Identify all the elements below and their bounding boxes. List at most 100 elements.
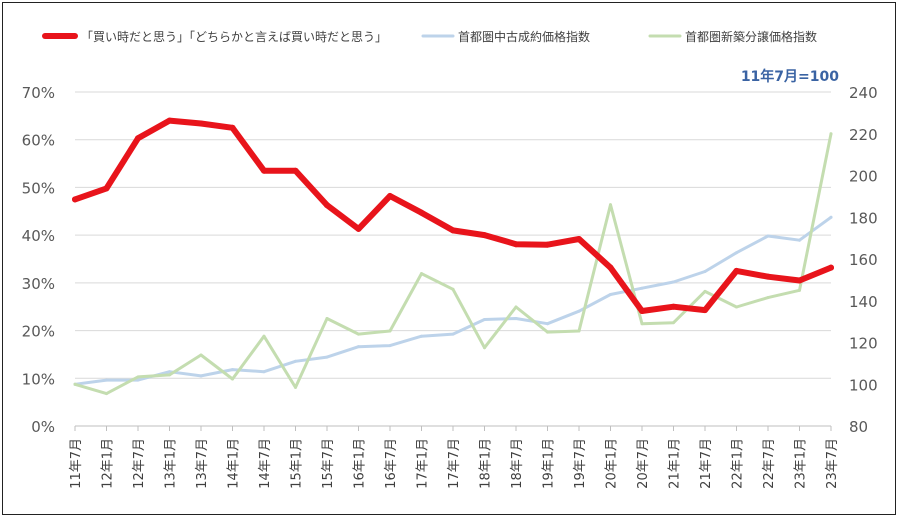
x-tick-label: 11年7月 (69, 438, 84, 489)
data-point (357, 345, 360, 349)
data-point (546, 322, 549, 326)
data-point (135, 135, 141, 142)
data-point (199, 374, 203, 378)
x-tick-label: 22年1月 (731, 438, 746, 489)
data-point (513, 241, 519, 248)
data-point (355, 225, 362, 232)
data-point (640, 286, 644, 290)
data-point (514, 305, 518, 309)
data-point (292, 167, 299, 174)
data-point (576, 235, 582, 242)
x-tick-label: 15年1月 (290, 438, 305, 489)
x-tick-label: 13年1月 (164, 438, 179, 489)
data-point (703, 270, 707, 274)
legend-label: 「買い時だと思う」「どちらかと言えば買い時だと思う」 (81, 30, 387, 44)
right-tick-label: 220 (849, 126, 878, 144)
data-point (609, 292, 612, 296)
data-point (670, 303, 677, 310)
x-tick-label: 20年7月 (636, 438, 651, 489)
series-line (73, 215, 833, 386)
chart-canvas: 「買い時だと思う」「どちらかと言えば買い時だと思う」 首都圏中古成約価格指数 首都圏… (22, 29, 878, 489)
data-point (577, 309, 581, 313)
data-point (261, 167, 267, 174)
data-point (103, 185, 110, 192)
data-point (703, 289, 707, 293)
data-point (481, 232, 488, 239)
index-base-note: 11年7月=100 (741, 68, 839, 85)
data-point (388, 329, 392, 333)
x-tick-label: 18年7月 (510, 438, 525, 489)
x-tick-label: 21年7月 (699, 438, 714, 489)
data-point (798, 238, 801, 242)
data-point (765, 273, 771, 280)
data-point (105, 392, 108, 396)
data-point (357, 332, 360, 336)
data-point (829, 132, 833, 136)
data-point (607, 264, 614, 271)
x-tick-label: 17年1月 (416, 438, 431, 489)
x-tick-label: 22年7月 (762, 438, 777, 489)
data-point (168, 373, 171, 377)
data-point (609, 203, 612, 207)
data-point (294, 359, 297, 363)
x-tick-label: 19年1月 (542, 438, 557, 489)
x-tick-label: 12年7月 (132, 438, 147, 489)
data-point (483, 318, 486, 322)
x-axis: 11年7月 12年1月 12年7月 13年1月 13年7月 14年1月 14年7月 15年1月… (69, 425, 840, 489)
data-point (418, 209, 425, 216)
data-point (166, 117, 173, 124)
x-tick-label: 20年1月 (605, 438, 620, 489)
legend-label: 首都圏新築分譲価格指数 (685, 29, 817, 44)
data-point (387, 193, 393, 200)
x-tick-label: 14年7月 (258, 438, 273, 489)
data-point (324, 202, 330, 209)
data-point (262, 334, 266, 338)
data-point (766, 296, 770, 300)
data-point (796, 277, 803, 284)
data-point (483, 346, 486, 350)
x-tick-label: 14年1月 (227, 438, 242, 489)
data-point (735, 305, 738, 309)
data-point (229, 124, 236, 131)
right-tick-label: 200 (849, 168, 878, 186)
data-point (72, 196, 78, 203)
data-point (828, 264, 834, 271)
data-point (231, 368, 234, 372)
left-tick-label: 10% (22, 370, 55, 388)
data-point (451, 332, 455, 336)
left-tick-label: 60% (22, 132, 55, 150)
data-point (73, 382, 77, 386)
chart-frame: 「買い時だと思う」「どちらかと言えば買い時だと思う」 首都圏中古成約価格指数 首都圏… (2, 2, 896, 515)
data-point (168, 370, 171, 374)
left-axis: 0% 10% 20% 30% 40% 50% 60% 70% (22, 84, 55, 436)
x-tick-label: 17年7月 (447, 438, 462, 489)
right-tick-label: 100 (849, 376, 878, 394)
x-tick-label: 12年1月 (101, 438, 116, 489)
data-point (546, 330, 549, 334)
data-point (420, 334, 423, 338)
gridlines (75, 91, 831, 427)
left-tick-label: 70% (22, 84, 55, 102)
data-point (262, 370, 266, 374)
left-tick-label: 50% (22, 179, 55, 197)
legend: 「買い時だと思う」「どちらかと言えば買い時だと思う」 首都圏中古成約価格指数 首都圏… (42, 29, 817, 44)
x-tick-label: 15年7月 (321, 438, 336, 489)
data-point (544, 241, 551, 248)
x-tick-label: 16年1月 (353, 438, 368, 489)
series-layer (72, 117, 834, 396)
data-point (105, 378, 108, 382)
data-point (829, 215, 833, 219)
x-tick-label: 21年1月 (668, 438, 683, 489)
data-point (672, 280, 675, 284)
data-point (766, 234, 770, 238)
x-tick-label: 18年1月 (479, 438, 494, 489)
data-point (420, 272, 423, 276)
data-point (294, 385, 297, 389)
data-point (735, 251, 738, 255)
data-point (798, 288, 801, 292)
data-point (199, 353, 203, 357)
x-tick-label: 13年7月 (195, 438, 210, 489)
data-point (388, 344, 392, 348)
right-tick-label: 120 (849, 335, 878, 353)
right-tick-label: 240 (849, 84, 878, 102)
